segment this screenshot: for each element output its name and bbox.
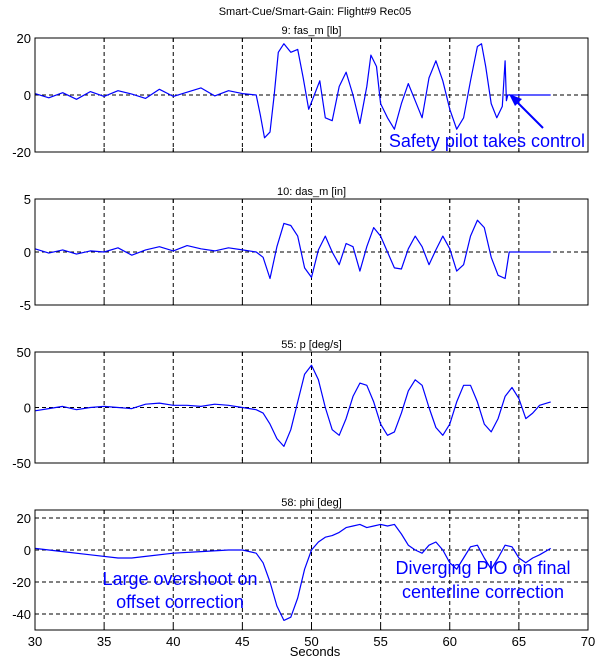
axes-frame [34,37,589,153]
subplot-1: -20 0 20 9: fas_m [lb] [12,25,589,160]
y-tick-label: 0 [24,401,31,416]
series-line [34,43,551,139]
y-tick-label: -20 [12,575,31,590]
x-tick-label: 55 [373,634,387,649]
large-overshoot-annotation-line-2: offset correction [116,592,244,612]
subplot-title: 58: phi [deg] [281,497,342,509]
large-overshoot-annotation-line-1: Large overshoot on [102,569,257,589]
y-tick-label: 20 [17,31,31,46]
x-tick-label: 60 [443,634,457,649]
x-tick-label: 70 [581,634,595,649]
y-tick-label: -40 [12,607,31,622]
subplot-4: 30 35 40 45 50 55 60 65 70 -40 -20 0 20 58: phi [deg] [12,497,595,649]
y-tick-label: 0 [24,543,31,558]
figure-suptitle: Smart-Cue/Smart-Gain: Flight#9 Rec05 [219,6,412,18]
x-tick-label: 45 [235,634,249,649]
diverging-pio-annotation-line-2: centerline correction [402,582,564,602]
y-tick-label: -50 [12,456,31,471]
x-tick-label: 35 [97,634,111,649]
subplot-3: -50 0 50 55: p [deg/s] [12,339,589,471]
series-line [34,219,551,280]
subplot-2: -5 0 5 10: das_m [in] [19,186,589,313]
y-tick-label: -5 [19,298,31,313]
x-tick-label: 65 [512,634,526,649]
series-line [34,364,551,447]
axes-frame [34,351,589,464]
y-tick-label: 0 [24,88,31,103]
x-tick-label: 40 [166,634,180,649]
series-line [34,523,551,621]
x-axis-label: Seconds [290,644,341,659]
safety-pilot-arrow-head [509,94,522,106]
y-tick-label: 5 [24,192,31,207]
subplot-title: 9: fas_m [lb] [282,25,342,37]
subplot-title: 55: p [deg/s] [281,339,342,351]
x-tick-label: 30 [28,634,42,649]
y-tick-label: 0 [24,245,31,260]
y-tick-label: -20 [12,145,31,160]
diverging-pio-annotation-line-1: Diverging PIO on final [395,558,570,578]
y-tick-label: 20 [17,511,31,526]
y-tick-label: 50 [17,345,31,360]
subplot-title: 10: das_m [in] [277,186,346,198]
safety-pilot-annotation: Safety pilot takes control [389,131,585,151]
axes-frame [34,198,589,306]
axes-frame [34,509,589,631]
x-tick-label: 50 [304,634,318,649]
